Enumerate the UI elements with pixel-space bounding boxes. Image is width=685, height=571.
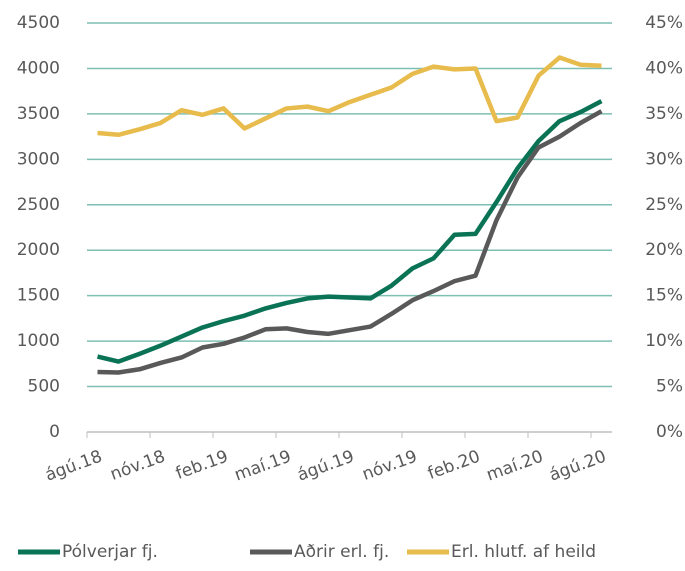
x-tick-label: nóv.19 [360, 447, 420, 485]
y2-tick-label: 5% [656, 377, 683, 397]
y-tick-label: 2500 [17, 195, 60, 215]
legend-label: Pólverjar fj. [62, 542, 158, 562]
x-tick-label: ágú.19 [295, 447, 357, 486]
y-tick-label: 2000 [17, 240, 60, 260]
y-tick-label: 1000 [17, 331, 60, 351]
y-tick-label: 4500 [17, 13, 60, 33]
y2-tick-label: 45% [645, 13, 683, 33]
legend-label: Aðrir erl. fj. [294, 542, 389, 562]
x-tick-label: maí.20 [484, 447, 546, 486]
x-tick-label: ágú.18 [43, 447, 105, 486]
y-tick-label: 500 [28, 377, 60, 397]
y2-tick-label: 30% [645, 149, 683, 169]
y2-tick-label: 35% [645, 104, 683, 124]
line-series [97, 109, 603, 375]
y2-tick-label: 40% [645, 58, 683, 78]
line-series [96, 99, 603, 364]
line-series [97, 55, 602, 138]
x-tick-label: feb.20 [425, 447, 483, 484]
legend-label: Erl. hlutf. af heild [451, 542, 596, 562]
y-tick-label: 0 [49, 422, 60, 442]
y-tick-label: 1500 [17, 286, 60, 306]
x-tick-label: feb.19 [173, 447, 231, 484]
x-tick-label: nóv.18 [108, 447, 168, 485]
y-tick-label: 3000 [17, 149, 60, 169]
y-tick-label: 4000 [17, 58, 60, 78]
y-tick-label: 3500 [17, 104, 60, 124]
y2-tick-label: 10% [645, 331, 683, 351]
y2-tick-label: 20% [645, 240, 683, 260]
x-tick-label: maí.19 [232, 447, 294, 486]
y2-tick-label: 15% [645, 286, 683, 306]
y2-tick-label: 0% [656, 422, 683, 442]
y2-tick-label: 25% [645, 195, 683, 215]
x-tick-label: ágú.20 [547, 447, 609, 486]
